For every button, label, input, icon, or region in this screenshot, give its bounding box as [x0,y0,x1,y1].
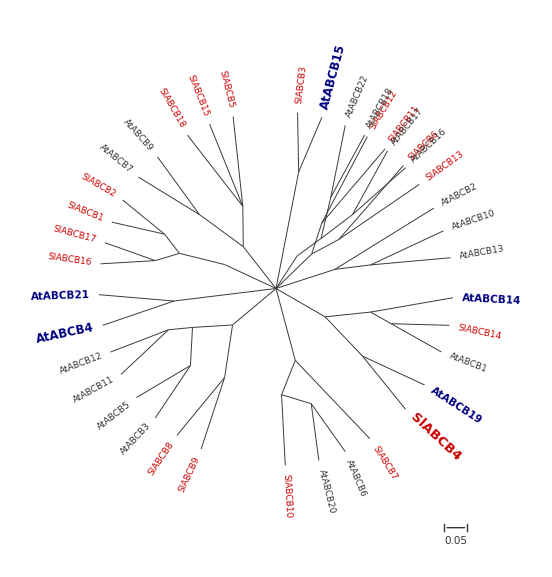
Text: AtABCB4: AtABCB4 [35,321,95,346]
Text: AtABCB17: AtABCB17 [390,106,425,147]
Text: AtABCB20: AtABCB20 [317,468,336,514]
Text: SlABCB15: SlABCB15 [185,73,210,118]
Text: SlABCB11: SlABCB11 [387,104,421,145]
Text: SlABCB17: SlABCB17 [52,224,98,245]
Text: SlABCB8: SlABCB8 [147,440,176,477]
Text: SlABCB7: SlABCB7 [371,444,399,481]
Text: SlABCB5: SlABCB5 [217,69,235,109]
Text: AtABCB14: AtABCB14 [461,293,521,306]
Text: SlABCB16: SlABCB16 [47,252,92,267]
Text: 0.05: 0.05 [444,535,468,546]
Text: SlABCB10: SlABCB10 [281,474,293,519]
Text: AtABCB11: AtABCB11 [71,374,115,404]
Text: AtABCB22: AtABCB22 [344,74,370,119]
Text: SlABCB1: SlABCB1 [66,200,105,223]
Text: SlABCB18: SlABCB18 [157,87,187,130]
Text: AtABCB6: AtABCB6 [344,458,368,498]
Text: SlABCB4: SlABCB4 [407,411,463,463]
Text: AtABCB3: AtABCB3 [119,421,152,457]
Text: SlABCB6: SlABCB6 [407,129,440,163]
Text: AtABCB12: AtABCB12 [59,351,104,376]
Text: SlABCB2: SlABCB2 [79,173,117,200]
Text: AtABCB5: AtABCB5 [95,399,132,431]
Text: AtABCB13: AtABCB13 [458,244,505,261]
Text: AtABCB7: AtABCB7 [98,143,134,175]
Text: AtABCB21: AtABCB21 [31,290,91,302]
Text: AtABCB19: AtABCB19 [429,385,484,426]
Text: AtABCB2: AtABCB2 [440,182,479,208]
Text: AtABCB18: AtABCB18 [365,85,396,130]
Text: AtABCB1: AtABCB1 [448,351,489,374]
Text: AtABCB10: AtABCB10 [450,209,496,232]
Text: SlABCB3: SlABCB3 [294,65,308,104]
Text: AtABCB15: AtABCB15 [318,43,348,110]
Text: AtABCB9: AtABCB9 [121,118,155,153]
Text: SlABCB14: SlABCB14 [457,323,502,341]
Text: AtABCB16: AtABCB16 [409,127,448,165]
Text: SlABCB12: SlABCB12 [368,89,399,132]
Text: SlABCB13: SlABCB13 [424,149,465,183]
Text: SlABCB9: SlABCB9 [177,455,201,494]
